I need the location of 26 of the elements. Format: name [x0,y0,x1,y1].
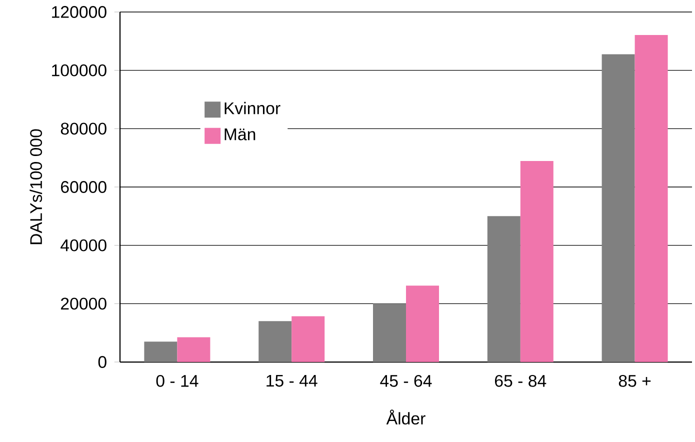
x-tick-label: 45 - 64 [380,374,432,387]
bar [602,54,635,362]
bar [373,304,406,362]
y-tick-label: 100000 [52,64,106,76]
bar [292,316,325,362]
x-axis-title: Ålder [386,410,426,425]
y-tick-label: 40000 [60,239,106,252]
x-tick-label: 0 - 14 [156,374,198,387]
y-tick-label: 0 [98,356,106,368]
bar [177,337,210,362]
y-tick-label: 20000 [60,298,106,310]
x-tick-label: 15 - 44 [266,374,318,387]
bar [634,35,668,362]
bar [258,321,292,362]
x-tick-label: 85 + [618,374,651,387]
legend-label: Kvinnor [224,102,280,114]
bar [520,161,554,362]
bar [406,286,439,362]
y-tick-label: 60000 [61,181,106,193]
legend-label: Män [224,128,256,140]
y-axis-title: DALYs/100 000 [30,129,42,244]
y-tick-label: 80000 [60,122,106,135]
x-tick-label: 65 - 84 [495,374,546,387]
bar [144,342,178,362]
bar [487,216,520,362]
y-tick-label: 120000 [52,6,106,18]
